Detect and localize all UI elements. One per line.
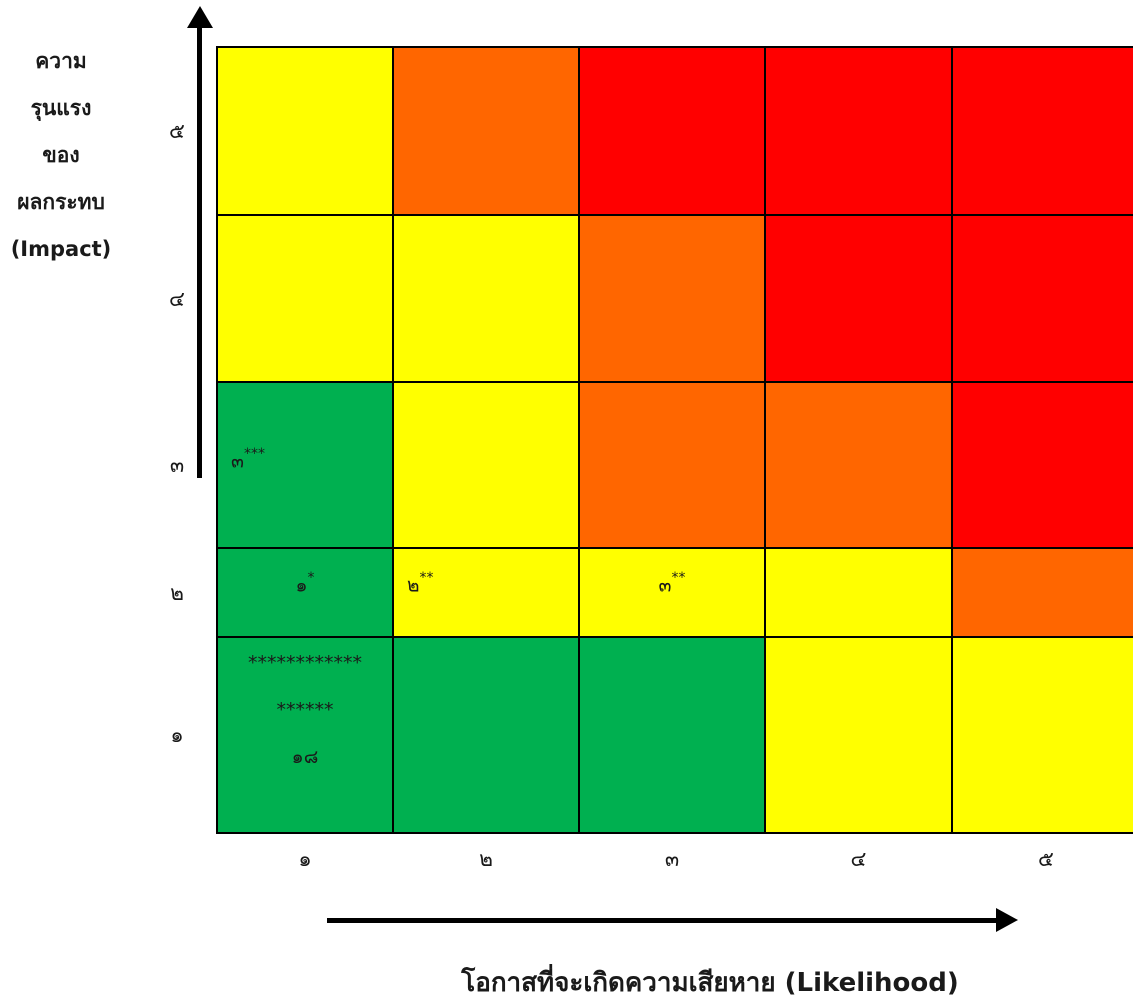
heatmap-cell [578, 46, 766, 216]
heatmap-cell [578, 636, 766, 834]
cell-annotation: ๓** [579, 566, 765, 599]
cell-annotation-marker: ** [671, 570, 686, 586]
heatmap-cell [951, 46, 1133, 216]
x-tick-label: ๑ [298, 847, 312, 871]
heatmap-cell [216, 381, 394, 549]
heatmap-cell [392, 46, 580, 216]
cell-annotation-line: ************ [248, 652, 362, 674]
heatmap-cell [951, 547, 1133, 638]
heatmap-cell [578, 381, 766, 549]
heatmap-cell [951, 381, 1133, 549]
heatmap-cell [216, 46, 394, 216]
y-tick-label: ๔ [169, 286, 185, 311]
x-tick-label: ๔ [850, 847, 867, 871]
heatmap-cell [578, 547, 766, 638]
heatmap-cell [764, 547, 953, 638]
y-axis-arrow-head [187, 6, 213, 28]
cell-annotation-value: ๑ [295, 574, 308, 597]
y-axis-label-line: ของ [42, 143, 80, 167]
heatmap-cell [578, 214, 766, 383]
y-tick-label: ๕ [169, 119, 185, 143]
y-axis-label-line: ความ [35, 49, 87, 73]
heatmap-cell [764, 214, 953, 383]
x-tick-label: ๕ [1038, 847, 1054, 871]
cell-annotation-marker: ** [419, 570, 434, 586]
x-axis-label: โอกาสที่จะเกิดความเสียหาย (Likelihood) [461, 968, 959, 998]
heatmap-cell [392, 636, 580, 834]
cell-annotation-line: ****** [276, 699, 334, 721]
y-axis-label: ความ รุนแรง ของ ผลกระทบ (Impact) [0, 38, 122, 273]
y-axis-label-line: รุนแรง [30, 96, 92, 120]
heatmap-cell [216, 636, 394, 834]
heatmap-cell [392, 547, 580, 638]
cell-annotation-value: ๓ [658, 574, 672, 597]
heatmap-cell [392, 381, 580, 549]
x-axis-arrow-shaft [327, 918, 1000, 923]
cell-annotation: ๒** [407, 566, 434, 599]
heatmap-cell [392, 214, 580, 383]
cell-annotation-value: ๓ [231, 450, 244, 473]
cell-annotation-marker: *** [244, 446, 265, 462]
heatmap-cell [951, 636, 1133, 834]
cell-annotation: ๓*** [231, 442, 265, 475]
heatmap-cell [764, 636, 953, 834]
y-tick-label: ๓ [169, 453, 185, 477]
heatmap-cell [216, 547, 394, 638]
y-axis-label-line: (Impact) [10, 237, 112, 261]
heatmap-cell [764, 381, 953, 549]
x-axis-arrow-head [996, 908, 1018, 932]
cell-annotation-value: ๒ [407, 574, 420, 597]
heatmap-cell [764, 46, 953, 216]
x-tick-label: ๓ [664, 847, 680, 871]
heatmap-cell [951, 214, 1133, 383]
y-axis-label-line: ผลกระทบ [17, 190, 105, 214]
x-tick-label: ๒ [479, 847, 493, 871]
y-tick-label: ๑ [170, 723, 184, 747]
cell-annotation-marker: * [307, 570, 315, 586]
cell-annotation: ๑* [217, 566, 393, 599]
y-tick-label: ๒ [170, 580, 184, 605]
heatmap-cell [216, 214, 394, 383]
cell-annotation-line: ๑๘ [291, 746, 319, 768]
y-axis-arrow-shaft [197, 22, 202, 478]
